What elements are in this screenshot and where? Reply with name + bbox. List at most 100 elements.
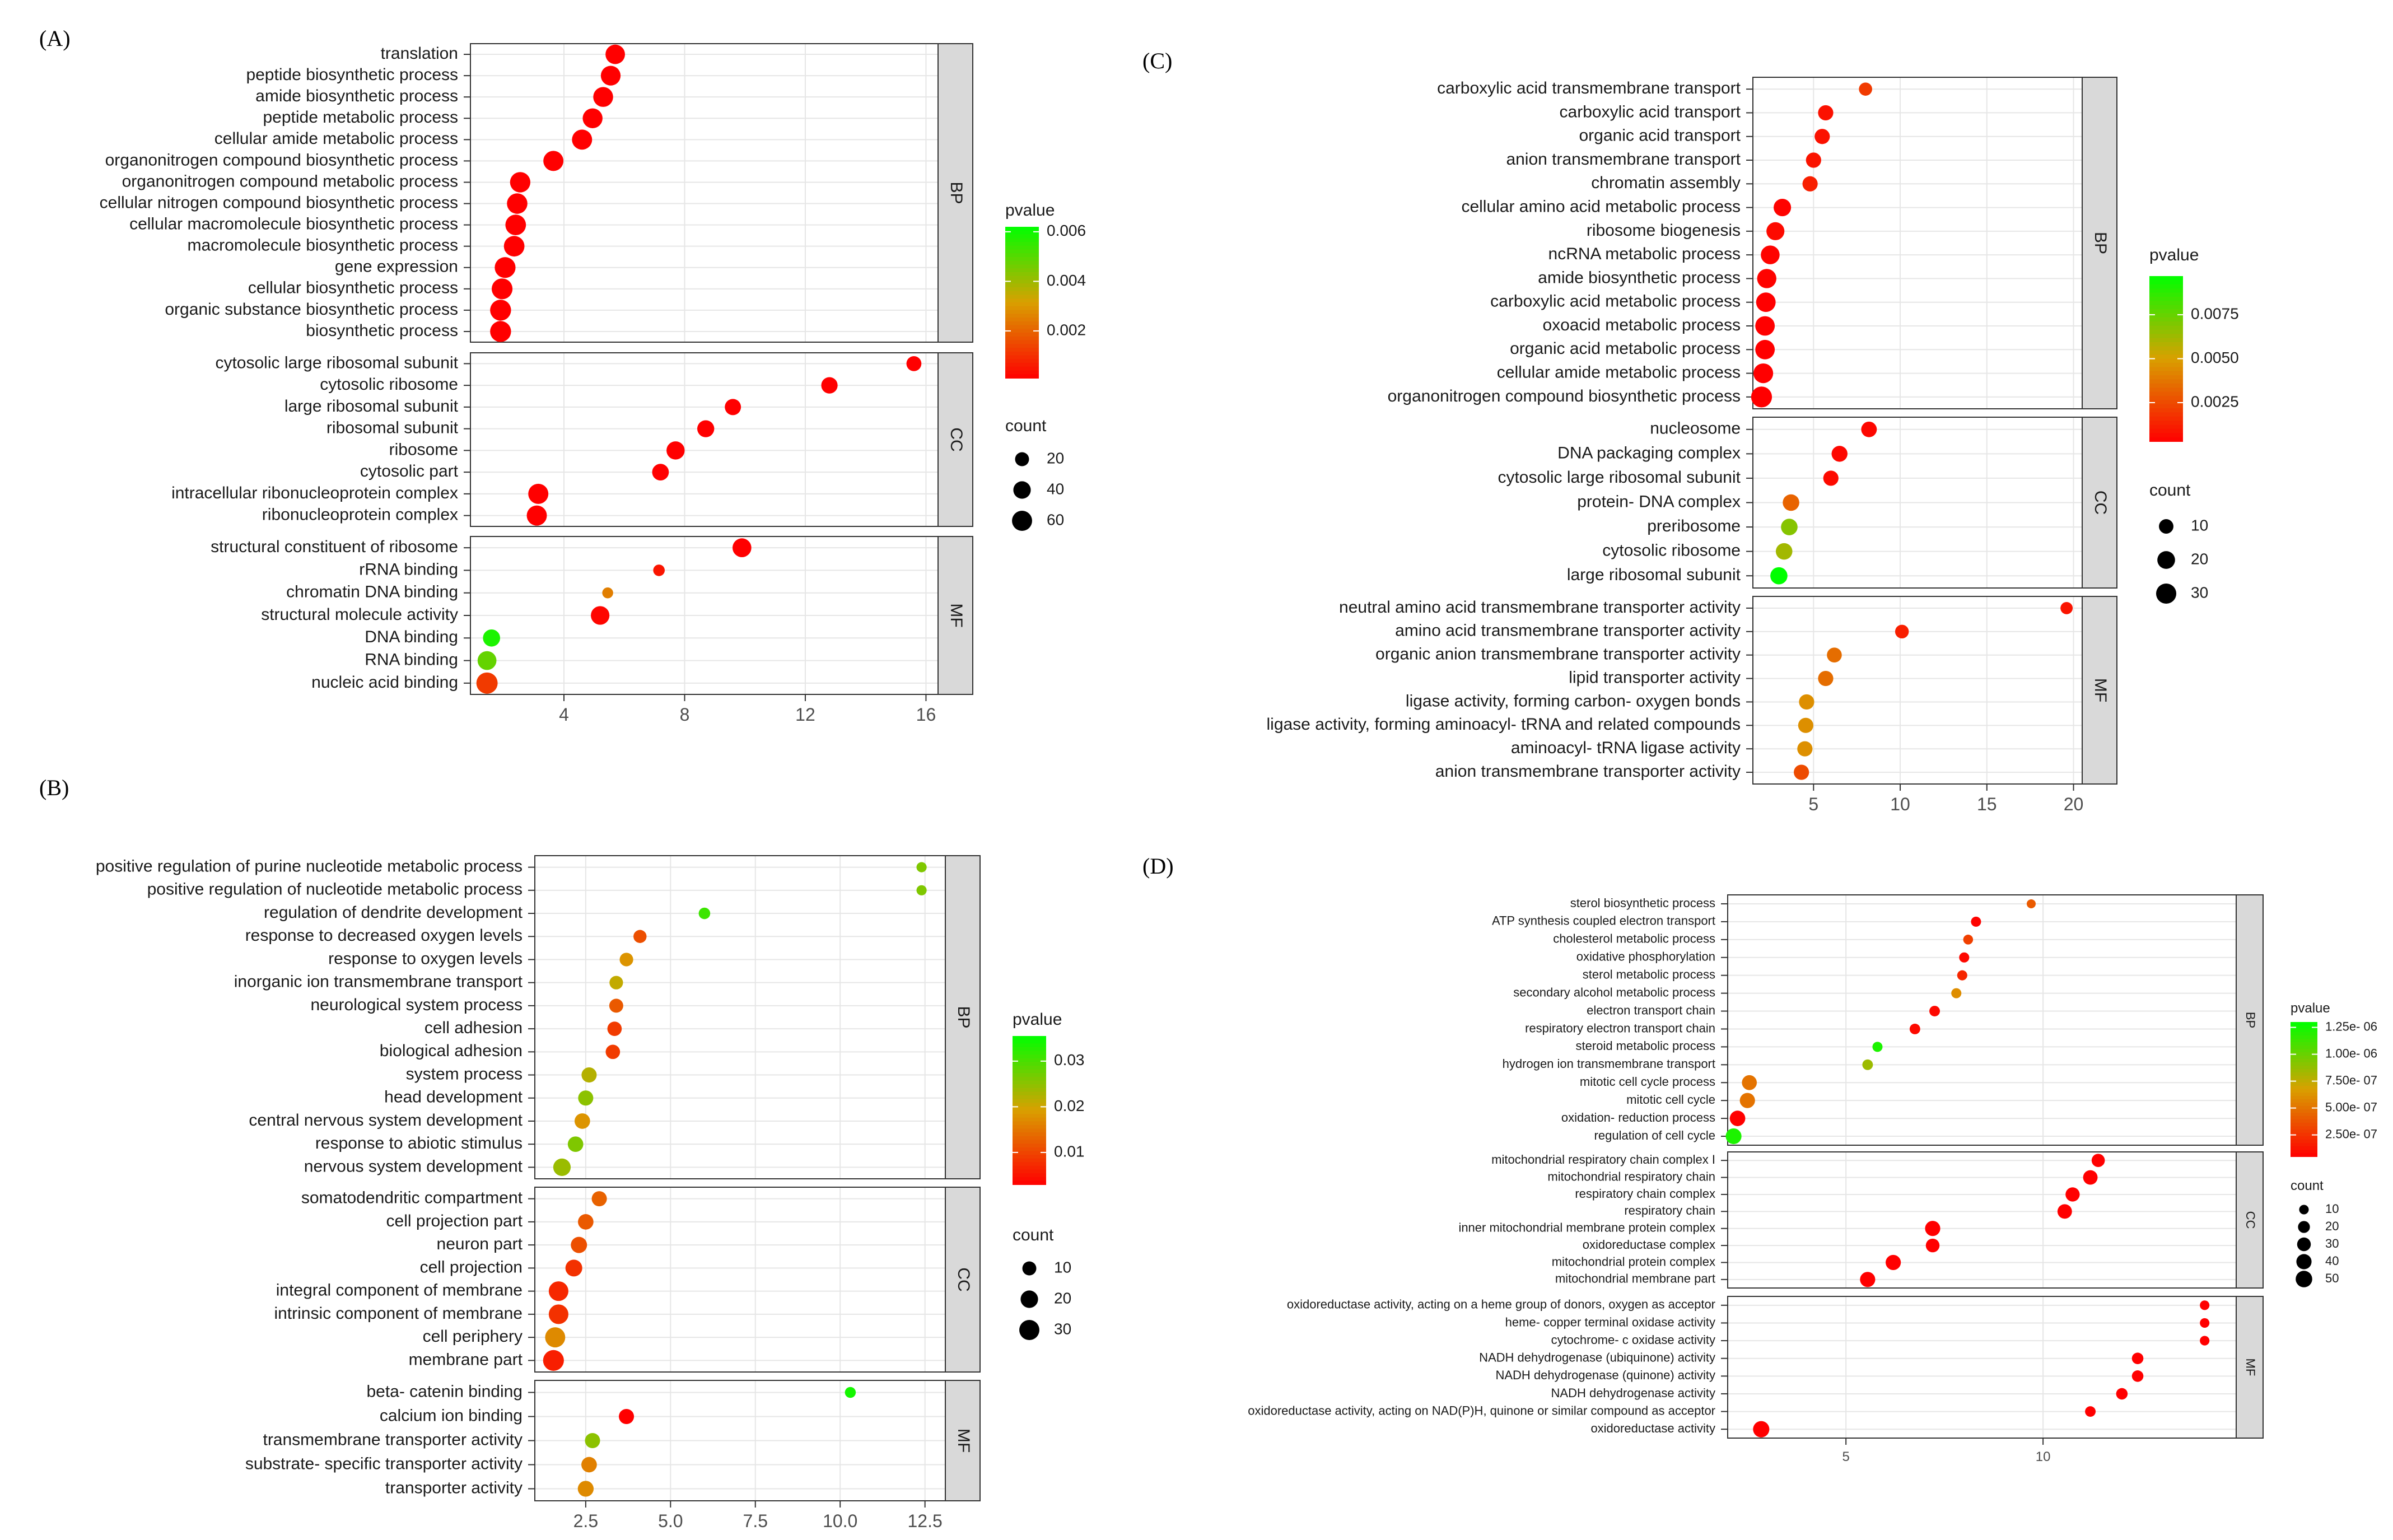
size-legend-label: 30 bbox=[1054, 1320, 1071, 1337]
data-point bbox=[2131, 1370, 2144, 1382]
term-label: electron transport chain bbox=[1587, 1003, 1715, 1017]
colorbar-segment bbox=[1013, 1039, 1046, 1044]
size-legend-dot bbox=[2159, 519, 2173, 534]
term-label: protein- DNA complex bbox=[1577, 492, 1741, 511]
data-point bbox=[526, 505, 547, 526]
facet-mf: MF oxidoreductase activity, acting on a h… bbox=[1248, 1296, 2264, 1439]
colorbar-segment bbox=[2149, 424, 2183, 430]
term-label: intracellular ribonucleoprotein complex bbox=[171, 484, 458, 502]
data-point bbox=[1818, 670, 1834, 687]
term-label: mitotic cell cycle process bbox=[1580, 1075, 1715, 1089]
colorbar-segment bbox=[1013, 1180, 1046, 1185]
term-label: RNA binding bbox=[365, 650, 458, 669]
facet-bp: BP sterol biosynthetic process ATP synthes… bbox=[1492, 894, 2264, 1146]
colorbar-segment bbox=[2149, 358, 2183, 363]
facet-background bbox=[535, 1187, 945, 1372]
colorbar-segment bbox=[2291, 1153, 2317, 1157]
colorbar-segment bbox=[2149, 421, 2183, 426]
facet-strip bbox=[2236, 1151, 2264, 1289]
colorbar-segment bbox=[2291, 1096, 2317, 1100]
x-tick-label: 10.0 bbox=[823, 1511, 857, 1531]
term-label: organic acid transport bbox=[1579, 127, 1741, 145]
term-label: inner mitochondrial membrane protein com… bbox=[1458, 1221, 1715, 1235]
colorbar-segment bbox=[1013, 1136, 1046, 1141]
data-point bbox=[491, 278, 513, 300]
data-point bbox=[1756, 292, 1776, 312]
colorbar-segment bbox=[1005, 234, 1039, 239]
term-label: oxidoreductase activity, acting on a hem… bbox=[1287, 1298, 1715, 1312]
colorbar-segment bbox=[1005, 374, 1039, 379]
data-point bbox=[528, 483, 549, 504]
colorbar-segment bbox=[2149, 305, 2183, 310]
colorbar-segment bbox=[1013, 1121, 1046, 1126]
data-point bbox=[633, 930, 647, 943]
term-label: cell adhesion bbox=[425, 1019, 523, 1037]
colorbar-segment bbox=[2291, 1039, 2317, 1043]
size-legend-label: 30 bbox=[2191, 584, 2208, 601]
facet-strip-label: CC bbox=[947, 427, 965, 451]
data-point bbox=[581, 1067, 597, 1083]
colorbar-segment bbox=[2291, 1089, 2317, 1093]
data-point bbox=[567, 1136, 584, 1152]
colorbar-segment bbox=[1005, 340, 1039, 345]
term-label: inorganic ion transmembrane transport bbox=[234, 973, 523, 991]
data-point bbox=[571, 1236, 587, 1253]
term-label: head development bbox=[384, 1088, 523, 1107]
data-point bbox=[725, 399, 741, 416]
data-point bbox=[609, 998, 623, 1013]
colorbar-segment bbox=[2149, 346, 2183, 351]
colorbar-segment bbox=[1005, 279, 1039, 284]
colorbar-segment bbox=[2291, 1059, 2317, 1063]
facet-strip bbox=[937, 536, 973, 695]
term-label: respiratory chain bbox=[1624, 1203, 1715, 1217]
term-label: somatodendritic compartment bbox=[301, 1189, 523, 1207]
term-label: response to abiotic stimulus bbox=[315, 1134, 523, 1152]
term-label: cholesterol metabolic process bbox=[1553, 932, 1715, 946]
term-label: neuron part bbox=[437, 1235, 523, 1253]
colorbar-tick-label: 1.25e- 06 bbox=[2325, 1019, 2377, 1033]
term-label: structural molecule activity bbox=[261, 605, 458, 624]
x-tick-label: 5 bbox=[1808, 794, 1818, 814]
colorbar-segment bbox=[2149, 379, 2183, 384]
colorbar-segment bbox=[1013, 1051, 1046, 1056]
colorbar-segment bbox=[2291, 1062, 2317, 1066]
term-label: nervous system development bbox=[304, 1157, 523, 1175]
colorbar-tick-label: 0.03 bbox=[1054, 1051, 1085, 1068]
term-label: positive regulation of purine nucleotide… bbox=[96, 857, 523, 876]
term-label: steroid metabolic process bbox=[1576, 1039, 1715, 1053]
colorbar-segment bbox=[1013, 1036, 1046, 1040]
x-tick-label: 7.5 bbox=[743, 1511, 768, 1531]
colorbar-segment bbox=[2291, 1032, 2317, 1036]
term-label: ncRNA metabolic process bbox=[1548, 245, 1741, 263]
data-point bbox=[591, 606, 610, 625]
data-point bbox=[2116, 1388, 2128, 1400]
legend: pvalue 2.50e- 07 5.00e- 07 7.50e- 07 1.00e- … bbox=[2291, 1001, 2377, 1287]
data-point bbox=[1860, 1272, 1876, 1287]
colorbar-segment bbox=[1013, 1128, 1046, 1133]
colorbar-segment bbox=[1005, 298, 1039, 303]
data-point bbox=[565, 1259, 582, 1277]
data-point bbox=[1774, 198, 1792, 217]
facet-strip bbox=[2082, 77, 2117, 409]
term-label: regulation of dendrite development bbox=[264, 903, 523, 922]
colorbar-segment bbox=[1005, 249, 1039, 254]
colorbar-segment bbox=[1013, 1091, 1046, 1096]
colorbar-segment bbox=[2149, 296, 2183, 302]
data-point bbox=[605, 44, 625, 64]
data-point bbox=[2091, 1154, 2105, 1167]
data-point bbox=[619, 953, 633, 967]
colorbar-segment bbox=[1005, 260, 1039, 265]
colorbar-segment bbox=[2291, 1099, 2317, 1103]
facet-strip-label: CC bbox=[954, 1267, 973, 1291]
colorbar-segment bbox=[2149, 395, 2183, 401]
data-point bbox=[2131, 1352, 2144, 1364]
x-tick-label: 10 bbox=[1890, 794, 1910, 814]
colorbar-segment bbox=[1013, 1147, 1046, 1152]
term-label: amide biosynthetic process bbox=[1538, 268, 1741, 287]
term-label: transmembrane transporter activity bbox=[263, 1430, 523, 1449]
term-label: secondary alcohol metabolic process bbox=[1513, 985, 1715, 999]
colorbar-segment bbox=[2149, 371, 2183, 376]
colorbar-segment bbox=[1005, 321, 1039, 326]
colorbar-segment bbox=[1013, 1177, 1046, 1182]
colorbar-segment bbox=[2291, 1143, 2317, 1147]
